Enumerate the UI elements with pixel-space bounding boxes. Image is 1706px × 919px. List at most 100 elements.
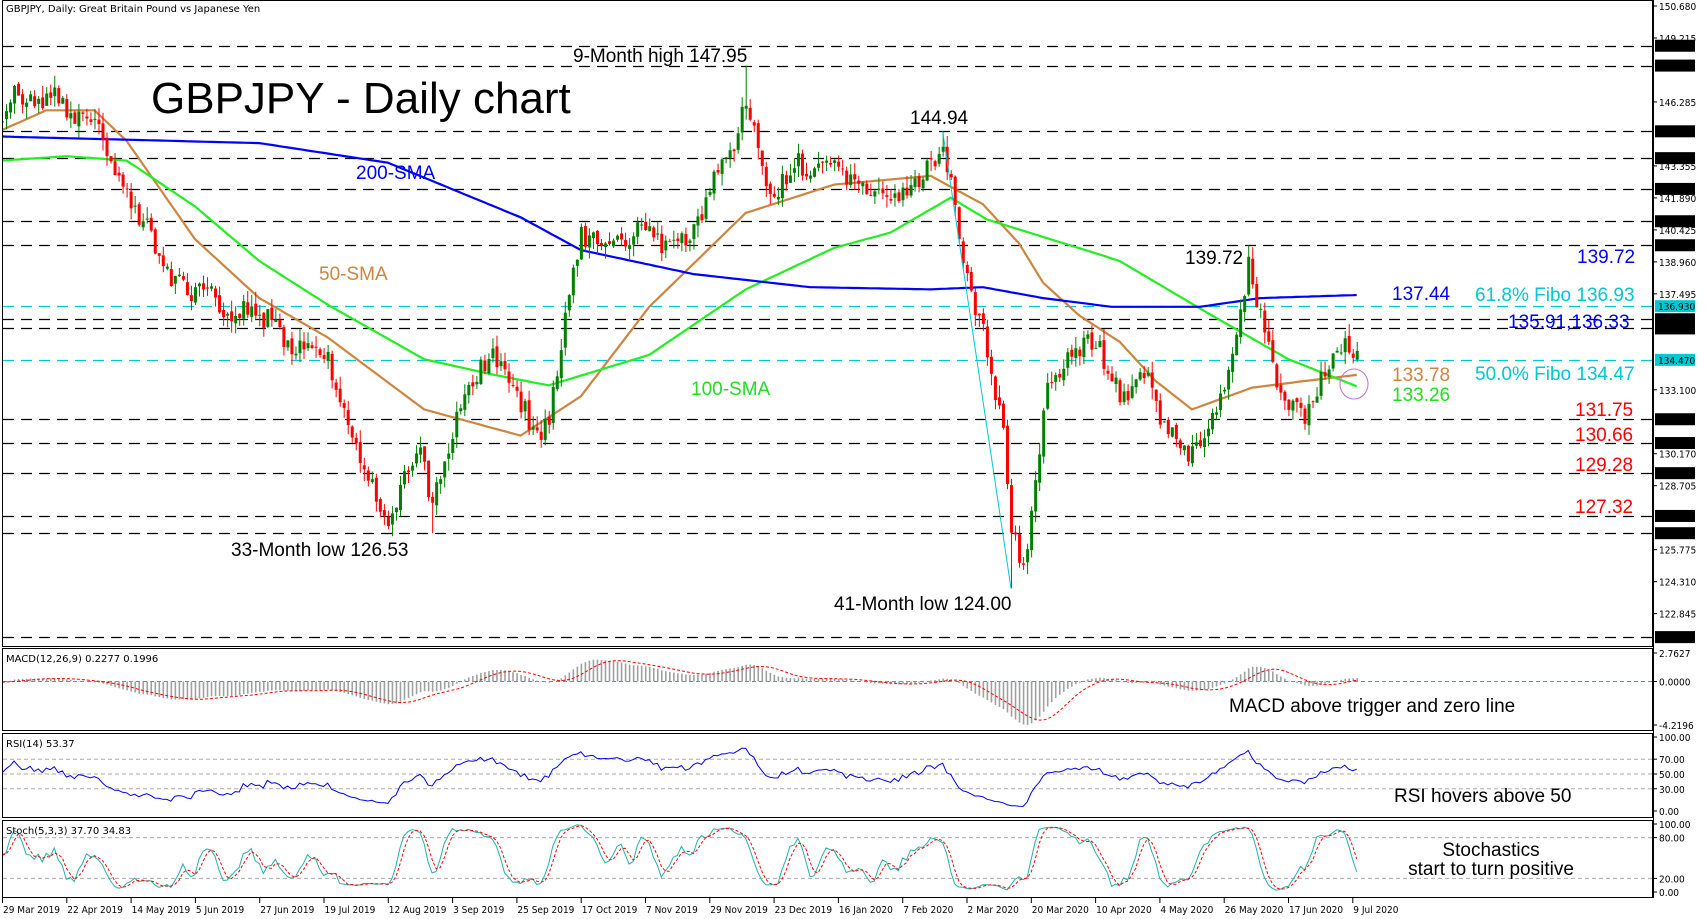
- bearish-candle: [1279, 384, 1283, 393]
- bullish-candle: [1066, 352, 1070, 368]
- bearish-candle: [222, 310, 226, 318]
- bullish-candle: [1327, 369, 1331, 377]
- bearish-candle: [805, 173, 808, 177]
- bearish-candle: [889, 199, 893, 201]
- bearish-candle: [644, 221, 648, 231]
- bullish-candle: [825, 160, 829, 163]
- bullish-candle: [909, 185, 913, 196]
- bearish-candle: [953, 176, 957, 205]
- bullish-candle: [411, 465, 415, 471]
- bearish-candle: [829, 162, 833, 165]
- bullish-candle: [53, 87, 57, 97]
- bullish-candle: [298, 340, 302, 354]
- bearish-candle: [471, 382, 475, 387]
- level-price-label: 142.300: [1658, 185, 1695, 196]
- bullish-candle: [796, 153, 800, 167]
- date-tick-label: 12 Aug 2019: [389, 905, 447, 916]
- bullish-candle: [740, 106, 744, 133]
- bearish-candle: [1263, 310, 1267, 333]
- indicator-tick-label: 30.00: [1659, 785, 1685, 796]
- bullish-candle: [1227, 369, 1231, 390]
- bearish-candle: [837, 161, 841, 167]
- date-tick-label: 22 Apr 2019: [67, 905, 123, 916]
- chart-title: GBPJPY - Daily chart: [151, 74, 571, 123]
- bullish-candle: [861, 182, 865, 187]
- bearish-candle: [620, 233, 624, 240]
- date-tick-label: 29 Mar 2019: [3, 905, 60, 916]
- bearish-candle: [230, 311, 234, 322]
- bullish-candle: [579, 226, 583, 260]
- price-tick-label: 130.170: [1659, 450, 1696, 461]
- bullish-candle: [234, 315, 238, 324]
- bullish-candle: [913, 178, 917, 188]
- bullish-candle: [177, 274, 181, 277]
- bullish-candle: [543, 418, 547, 440]
- level-price-label-bg: [1655, 182, 1695, 195]
- bearish-candle: [1166, 419, 1170, 435]
- bullish-candle: [877, 188, 881, 190]
- bearish-candle: [1106, 370, 1110, 374]
- bullish-candle: [523, 401, 527, 412]
- bullish-candle: [1094, 347, 1098, 349]
- price-tick-label: 141.890: [1659, 194, 1696, 205]
- bearish-candle: [1090, 332, 1094, 350]
- bearish-candle: [507, 371, 511, 383]
- bearish-candle: [350, 426, 354, 438]
- bearish-candle: [845, 170, 849, 185]
- stoch-note-line2: start to turn positive: [1408, 859, 1574, 880]
- fibo-price-label-bg: [1655, 300, 1695, 313]
- bullish-candle: [724, 157, 728, 159]
- bearish-candle: [407, 470, 411, 473]
- bullish-candle: [1291, 400, 1295, 411]
- price-tick-label: 128.705: [1659, 482, 1696, 493]
- main-panel: [2, 0, 1653, 647]
- bearish-candle: [652, 227, 656, 238]
- date-tick-label: 17 Oct 2019: [582, 905, 638, 916]
- bullish-candle: [197, 283, 201, 287]
- bearish-candle: [169, 269, 173, 286]
- bearish-candle: [969, 272, 973, 291]
- bearish-candle: [206, 287, 210, 289]
- bearish-candle: [748, 107, 752, 120]
- bearish-candle: [933, 161, 937, 167]
- level-price-label: 135.910: [1658, 324, 1695, 335]
- bearish-candle: [137, 204, 141, 225]
- date-tick-label: 27 Jun 2019: [260, 905, 314, 916]
- bullish-candle: [1138, 372, 1142, 380]
- bullish-candle: [692, 224, 696, 240]
- bearish-candle: [760, 150, 764, 166]
- rsi-line: [3, 747, 1357, 807]
- bearish-candle: [1186, 445, 1190, 462]
- bullish-candle: [1146, 372, 1150, 376]
- bullish-candle: [266, 309, 270, 327]
- bullish-candle: [475, 381, 479, 385]
- bearish-candle: [358, 442, 362, 463]
- bearish-candle: [700, 214, 704, 221]
- bearish-candle: [1142, 372, 1146, 379]
- bearish-candle: [129, 191, 133, 209]
- bullish-candle: [499, 361, 503, 367]
- bullish-candle: [173, 275, 177, 284]
- bullish-candle: [531, 426, 535, 430]
- bearish-candle: [957, 207, 961, 239]
- bullish-candle: [306, 343, 310, 349]
- bullish-candle: [210, 286, 214, 289]
- bearish-candle: [338, 388, 342, 403]
- bearish-candle: [270, 307, 274, 321]
- bullish-candle: [849, 174, 853, 186]
- bearish-candle: [929, 158, 933, 160]
- highlight-circle: [1339, 368, 1369, 400]
- bullish-candle: [937, 153, 941, 164]
- bearish-candle: [977, 313, 981, 316]
- bearish-candle: [905, 187, 909, 196]
- bearish-candle: [41, 97, 45, 109]
- bullish-candle: [744, 105, 748, 109]
- bullish-candle: [696, 216, 700, 226]
- bullish-candle: [467, 384, 471, 396]
- bearish-candle: [1311, 401, 1315, 403]
- bullish-candle: [1219, 393, 1223, 410]
- bullish-candle: [37, 98, 41, 104]
- bearish-candle: [17, 83, 21, 96]
- date-tick-label: 10 Apr 2020: [1096, 905, 1152, 916]
